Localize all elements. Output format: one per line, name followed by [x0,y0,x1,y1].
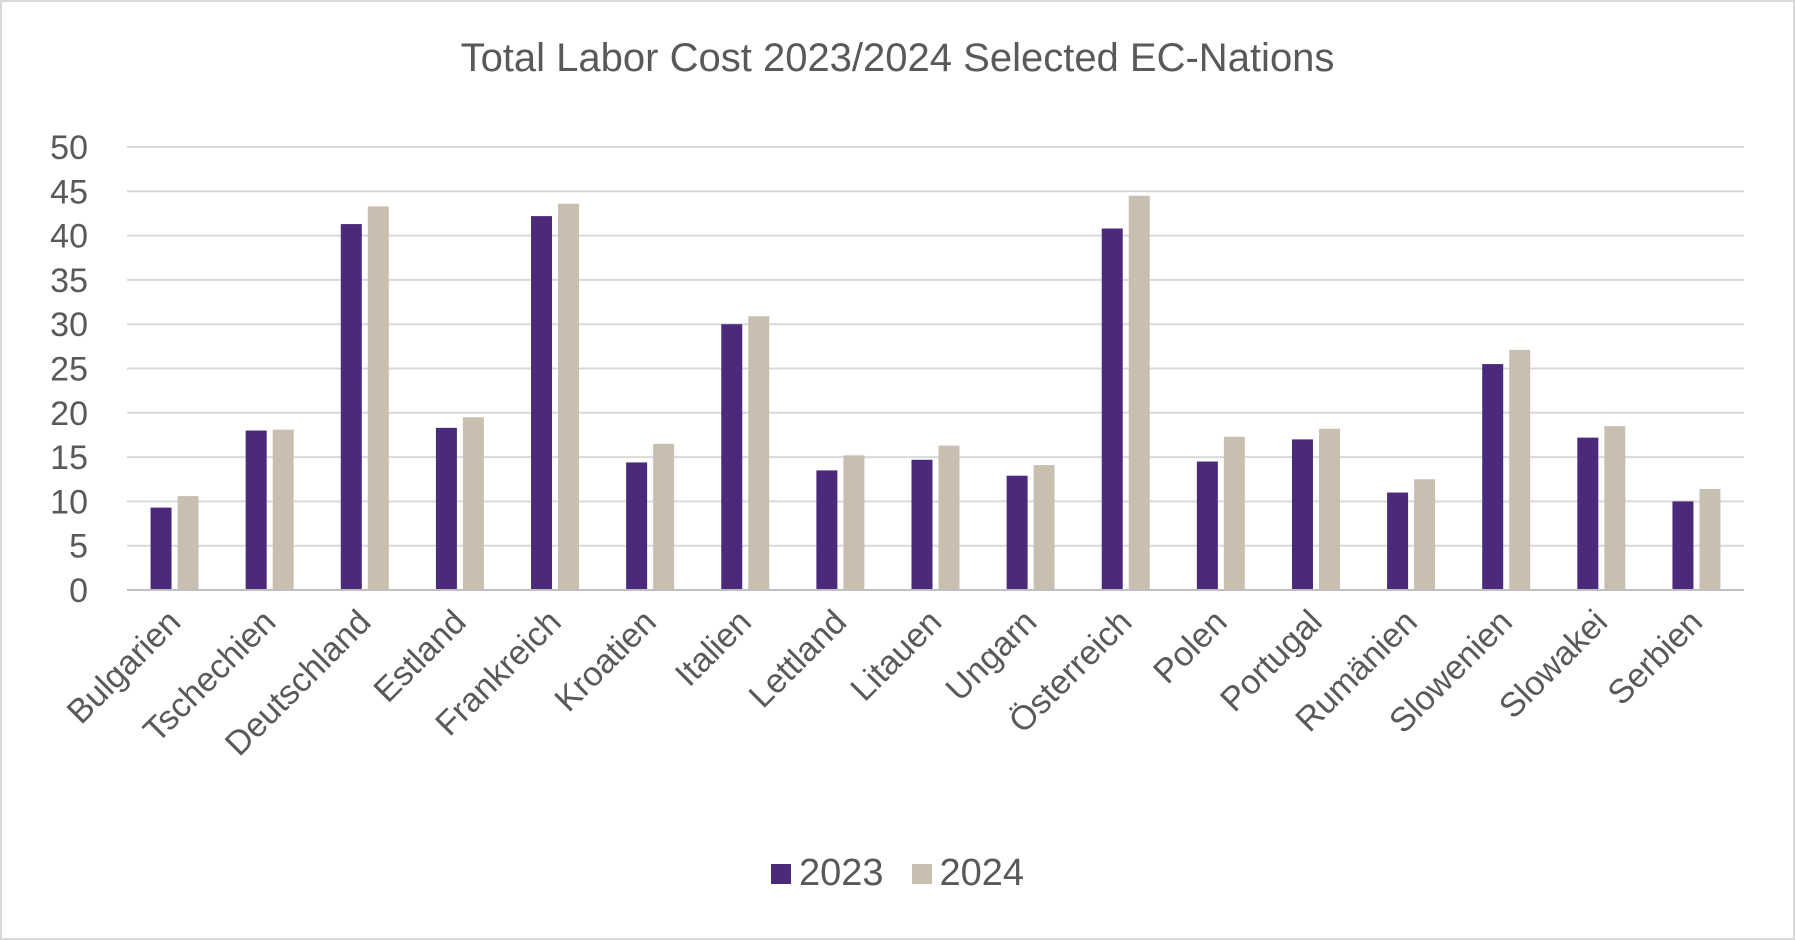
legend-swatch-2023 [770,863,791,884]
bar-2024-Estland [462,417,484,590]
gridlines [127,146,1744,547]
y-axis-ticks: 0 5 10 15 20 25 30 35 40 45 50 [50,129,88,610]
category-label-5: Kroatien [547,603,663,719]
legend-item-2024: 2024 [911,852,1025,895]
category-label-6: Italien [668,603,759,694]
y-tick-label-10: 10 [50,483,88,521]
bar-2024-Litauen [938,445,960,590]
legend-label-2023: 2023 [798,852,884,894]
bar-2024-Rumänien [1414,479,1436,590]
bar-2023-Österreich [1101,228,1123,590]
bar-2024-Österreich [1128,195,1150,591]
y-tick-label-0: 0 [69,572,88,610]
bar-2024-Frankreich [558,203,580,591]
bar-2024-Deutschland [367,206,389,590]
bar-2024-Kroatien [653,443,675,590]
bar-2023-Lettland [816,470,838,590]
bar-2023-Frankreich [531,216,553,590]
y-tick-label-30: 30 [50,306,88,344]
bar-2023-Serbien [1672,501,1694,590]
y-tick-label-5: 5 [69,528,88,566]
y-tick-label-25: 25 [50,351,88,389]
category-label-7: Lettland [742,603,854,715]
bar-2023-Portugal [1291,439,1313,590]
legend: 2023 2024 [2,852,1793,895]
bars [150,195,1721,591]
bar-2023-Slowakei [1577,437,1599,590]
y-tick-label-20: 20 [50,395,88,433]
bar-2024-Ungarn [1033,465,1055,590]
bar-2024-Lettland [843,455,865,590]
bar-2023-Italien [721,324,743,590]
bar-2023-Kroatien [626,462,648,590]
bar-2023-Slowenien [1482,364,1504,590]
bar-2023-Estland [435,427,457,590]
bar-2024-Slowenien [1509,349,1531,590]
bar-2024-Italien [748,316,770,590]
legend-swatch-2024 [911,863,932,884]
bar-2024-Portugal [1318,428,1340,590]
y-tick-label-15: 15 [50,439,88,477]
category-labels: BulgarienTschechienDeutschlandEstlandFra… [60,603,1710,764]
bar-2024-Bulgarien [177,496,199,590]
y-tick-label-50: 50 [50,129,88,167]
category-label-16: Serbien [1600,603,1710,713]
bar-2024-Polen [1223,436,1245,590]
y-tick-label-45: 45 [50,173,88,211]
bar-2023-Ungarn [1006,475,1028,590]
bar-2024-Serbien [1699,488,1721,590]
bar-2024-Tschechien [272,429,294,590]
legend-label-2024: 2024 [939,852,1025,894]
bar-2023-Litauen [911,459,933,590]
chart-title: Total Labor Cost 2023/2024 Selected EC-N… [460,36,1335,80]
bar-2023-Polen [1196,461,1218,590]
legend-item-2023: 2023 [770,852,884,895]
y-tick-label-40: 40 [50,218,88,256]
bar-2024-Slowakei [1604,426,1626,590]
category-label-8: Litauen [843,603,949,709]
bar-2023-Deutschland [340,224,362,590]
bar-2023-Rumänien [1387,492,1409,590]
category-label-11: Polen [1146,603,1234,691]
bar-2023-Tschechien [245,430,267,590]
y-tick-label-35: 35 [50,262,88,300]
bar-2023-Bulgarien [150,507,172,590]
